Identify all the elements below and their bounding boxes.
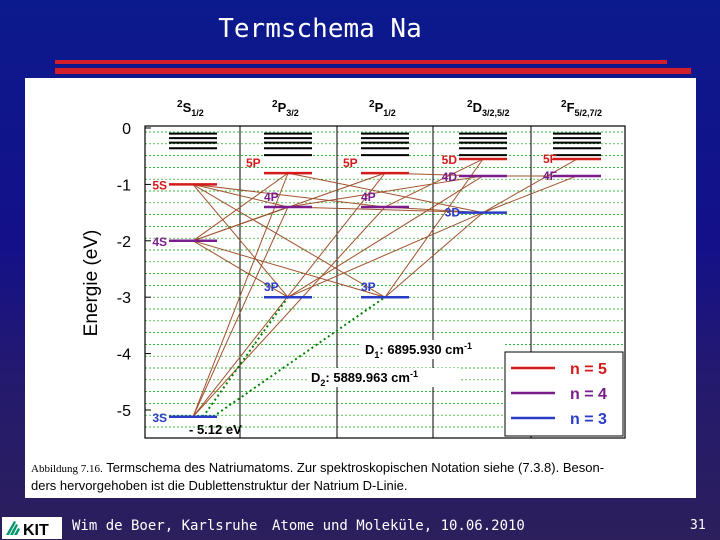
y-tick-label: 0: [122, 121, 131, 138]
column-header: 2D3/2,5/2: [467, 99, 509, 118]
caption-line-1: Abbildung 7.16. Termschema des Natriumat…: [31, 460, 604, 475]
level-label: 5P: [246, 156, 261, 170]
transition-line: [384, 158, 484, 298]
y-axis-label: Energie (eV): [81, 230, 102, 337]
level-label: 4P: [361, 190, 376, 204]
transition-line: [482, 175, 578, 214]
level-label: 5S: [152, 178, 167, 192]
column-header: 2P1/2: [369, 99, 396, 118]
plot-frame: [144, 125, 626, 439]
footer-author: Wim de Boer, Karlsruhe: [72, 518, 258, 534]
transition-line: [192, 183, 386, 298]
transition-line: [192, 172, 289, 417]
level-label: 3S: [152, 411, 167, 425]
transition-line: [192, 206, 289, 417]
y-tick-label: -3: [117, 290, 131, 307]
transition-line: [192, 240, 386, 298]
transition-line: [287, 175, 484, 298]
level-label: 5P: [343, 156, 358, 170]
transition-line: [287, 206, 484, 214]
level-label: 3P: [361, 280, 376, 294]
caption-line-2: ders hervorgehoben ist die Dublettenstru…: [31, 478, 407, 493]
legend-label: n = 5: [570, 361, 607, 378]
level-label: 5D: [442, 153, 458, 167]
transition-line: [287, 175, 484, 208]
y-tick-label: -4: [117, 347, 131, 364]
kit-logo: KIT: [2, 517, 62, 539]
transition-line: [192, 240, 289, 298]
transition-line: [287, 172, 484, 214]
level-label: 5F: [543, 152, 557, 166]
transition-line: [192, 172, 386, 418]
level-label: 4S: [152, 235, 167, 249]
transition-line: [384, 212, 484, 298]
term-scheme-svg: 0 -1 -2 -3 -4 -5 Energie (eV) 2S1/2 2P3/2 2P1/2 2D…: [31, 99, 626, 493]
d-label-box: [307, 368, 459, 387]
kit-logo-text: KIT: [23, 522, 49, 539]
term-scheme-figure: 0 -1 -2 -3 -4 -5 Energie (eV) 2S1/2 2P3/2 2P1/2 2D…: [25, 78, 696, 498]
footer-course: Atome und Moleküle, 10.06.2010: [272, 518, 525, 534]
transition-line: [192, 183, 386, 208]
transition-line: [384, 158, 484, 208]
title-underline-top: [55, 60, 667, 64]
title-underline-bottom: [55, 68, 691, 74]
y-tick-label: -2: [117, 234, 131, 251]
column-header: 2S1/2: [177, 99, 204, 118]
d2-line: [202, 296, 289, 418]
transition-line: [287, 212, 484, 298]
d-line-label: D1: 6895.930 cm-1: [365, 341, 472, 360]
transition-line: [192, 183, 289, 208]
d-line-label: D2: 5889.963 cm-1: [311, 369, 418, 388]
footer: KIT Wim de Boer, Karlsruhe Atome und Mol…: [0, 515, 720, 540]
level-label: 3D: [445, 206, 461, 220]
transition-line: [192, 206, 386, 418]
column-header: 2P3/2: [272, 99, 299, 118]
level-label: 4P: [264, 190, 279, 204]
level-label: 4F: [543, 169, 557, 183]
slide-title: Termschema Na: [218, 14, 422, 44]
y-tick-label: -5: [117, 403, 131, 420]
transition-line: [482, 158, 578, 214]
y-tick-label: -1: [117, 177, 131, 194]
transition-line: [192, 184, 289, 298]
column-header: 2F5/2,7/2: [561, 99, 602, 118]
d-label-box: [361, 340, 503, 359]
level-label: 4D: [442, 170, 458, 184]
page-number: 31: [690, 518, 706, 533]
level-label: 3P: [264, 280, 279, 294]
legend-label: n = 4: [570, 386, 607, 403]
ground-energy-label: - 5.12 eV: [189, 422, 242, 437]
transition-line: [192, 172, 289, 242]
legend-label: n = 3: [570, 411, 607, 428]
